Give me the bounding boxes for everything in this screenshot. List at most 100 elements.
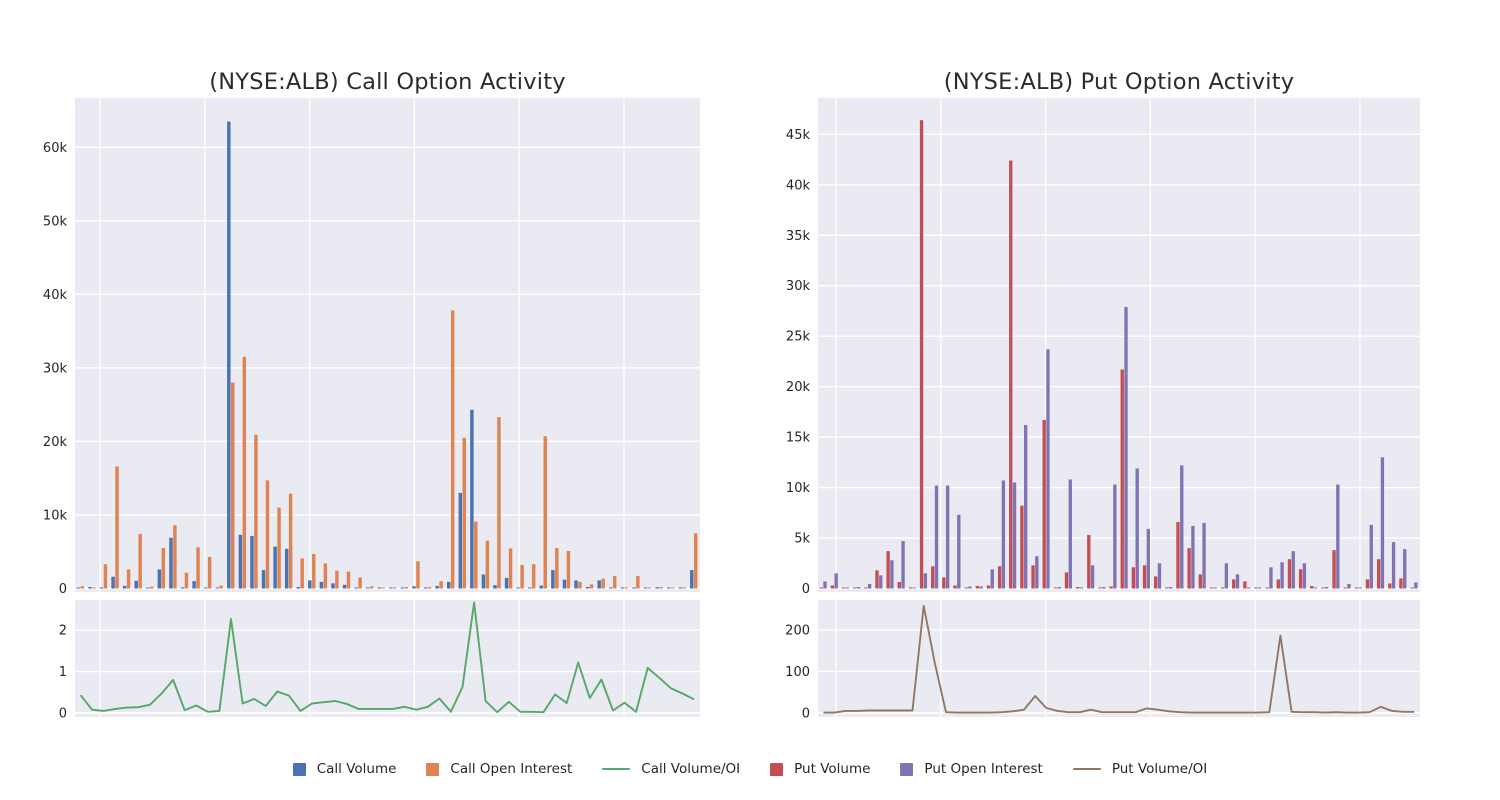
call-open-interest-bar (173, 525, 177, 589)
put-volume-bar (1187, 548, 1191, 589)
call-volume-bar (632, 587, 636, 589)
put-volume-bar (1064, 572, 1069, 589)
put-volume-bar (908, 587, 913, 589)
y-axis-tick-label: 5k (794, 532, 810, 547)
put-volume-bar (1365, 579, 1370, 589)
call-open-interest-bar (601, 578, 605, 589)
put-open-interest-bar (1001, 480, 1006, 589)
put-open-interest-bar (968, 586, 972, 589)
put-chart-plot: 05k10k15k20k25k30k35k40k45k0100200Jun 29… (785, 98, 1420, 720)
call-volume-bar (331, 583, 335, 589)
put-open-interest-bar (1068, 479, 1072, 589)
call-volume-oi-swatch-icon (602, 767, 631, 771)
put-volume-bar (1254, 587, 1258, 589)
put-volume-bar (1154, 576, 1158, 589)
call-open-interest-bar (242, 356, 247, 589)
call-open-interest-bar (531, 564, 536, 589)
call-volume-bar (377, 587, 382, 589)
main-plot-background (75, 98, 700, 592)
put-volume-bar (1165, 587, 1169, 589)
put-chart-title: (NYSE:ALB) Put Option Activity (943, 69, 1295, 95)
call-open-interest-bar (427, 587, 432, 589)
put-volume-bar (1042, 419, 1046, 589)
put-open-interest-bar (1369, 524, 1373, 589)
put-volume-oi-line (823, 604, 1415, 714)
put-open-interest-bar (1224, 563, 1229, 589)
call-open-interest-bar (497, 417, 501, 589)
y-axis-tick-label: 40k (786, 178, 811, 193)
put-open-interest-bar (834, 573, 838, 589)
call-open-interest-bar (115, 466, 119, 589)
put-open-interest-bar (890, 560, 894, 589)
call-open-interest-bar (184, 572, 189, 589)
call-open-interest-bar (485, 540, 490, 589)
put-open-interest-bar (1135, 468, 1139, 589)
put-open-interest-bar (1213, 587, 1217, 589)
call-volume-bar (551, 570, 555, 589)
put-volume-bar (975, 585, 979, 589)
put-open-interest-bar (1336, 484, 1340, 589)
call-chart-plot: 010k20k30k40k50k60k012Jun 292025Jul 13Ju… (43, 98, 700, 720)
call-open-interest-bar (300, 558, 304, 589)
put-open-interest-bar (1090, 565, 1095, 589)
put-volume-bar (931, 566, 935, 589)
put-volume-bar (1276, 579, 1280, 589)
put-volume-bar (1243, 581, 1247, 589)
put-open-interest-bar (1380, 457, 1385, 589)
put-volume-bar (1354, 587, 1359, 589)
put-open-interest-bar (879, 575, 883, 589)
call-volume-bar (273, 546, 277, 589)
put-open-interest-bar (1079, 587, 1084, 589)
call-open-interest-bar (439, 581, 443, 589)
y-axis-tick-label: 20k (43, 435, 68, 450)
call-open-interest-bar (335, 570, 339, 589)
put-volume-bar (1031, 565, 1035, 589)
legend-label: Put Volume (794, 761, 871, 777)
call-open-interest-bar (265, 480, 270, 589)
put-open-interest-bar (1358, 587, 1362, 589)
legend-label: Put Volume/OI (1111, 761, 1208, 777)
legend-label: Call Volume/OI (641, 761, 741, 777)
call-open-interest-bar (624, 587, 629, 589)
put-open-interest-swatch-icon (900, 762, 914, 776)
put-open-interest-bar (1146, 528, 1150, 589)
put-volume-bar (841, 587, 846, 589)
put-volume-bar (819, 587, 823, 589)
call-open-interest-bar (682, 587, 686, 589)
put-volume-bar (1265, 587, 1269, 589)
call-open-interest-bar (254, 434, 258, 589)
call-open-interest-bar (670, 587, 675, 589)
y-axis-tick-label: 45k (786, 128, 811, 143)
put-volume-bar (1287, 559, 1292, 589)
put-volume-bar (942, 577, 946, 589)
legend-item: Call Open Interest (426, 761, 572, 777)
put-open-interest-bar (990, 569, 994, 589)
call-open-interest-bar (566, 551, 571, 589)
put-open-interest-bar (979, 586, 983, 589)
call-open-interest-bar (450, 310, 455, 589)
call-volume-bar (122, 585, 127, 589)
call-open-interest-bar (612, 576, 617, 589)
y-axis-tick-label: 25k (786, 330, 811, 345)
call-option-panel: (NYSE:ALB) Call Option Activity 0 10k 20k 3… (30, 55, 730, 720)
legend-item: Put Open Interest (900, 761, 1043, 777)
y-axis-tick-label: 60k (43, 141, 68, 156)
put-open-interest-bar (1191, 525, 1195, 589)
put-volume-bar (830, 585, 835, 589)
call-volume-bar (308, 580, 312, 589)
call-volume-bar (528, 587, 532, 589)
call-volume-bar (134, 580, 138, 589)
call-open-interest-bar (80, 586, 85, 589)
put-open-interest-bar (1235, 574, 1240, 589)
put-volume-bar (1388, 583, 1392, 589)
call-open-interest-bar (358, 577, 362, 589)
call-volume-bar (585, 587, 590, 589)
call-open-interest-bar (161, 548, 166, 589)
call-volume-bar (655, 587, 659, 589)
call-open-interest-bar (92, 587, 96, 589)
put-open-interest-bar (1180, 465, 1184, 589)
ratio-y-axis-tick-label: 2 (59, 624, 67, 639)
call-volume-bar (597, 580, 601, 589)
put-volume-bar (1098, 587, 1102, 589)
ratio-plot-background (75, 600, 700, 717)
